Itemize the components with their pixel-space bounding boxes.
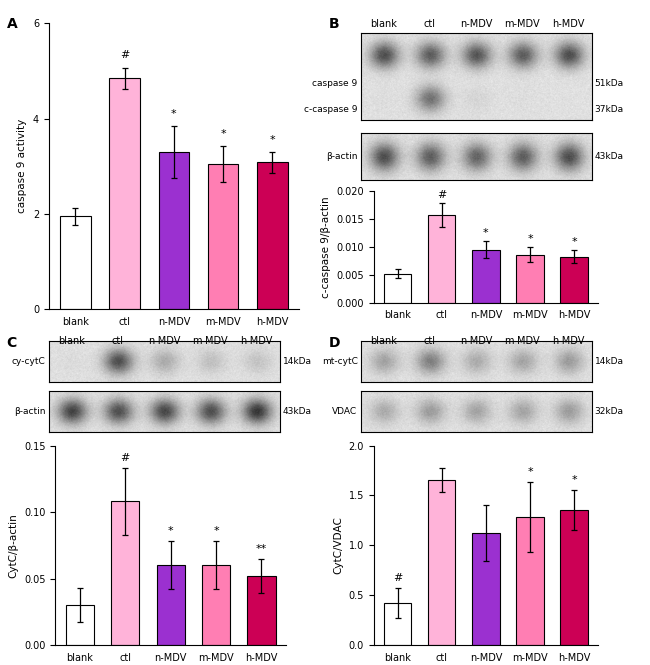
Text: 14kDa: 14kDa bbox=[283, 357, 312, 366]
Text: 37kDa: 37kDa bbox=[595, 105, 624, 114]
Text: C: C bbox=[6, 336, 17, 350]
Bar bbox=[428, 215, 456, 303]
Text: *: * bbox=[527, 467, 533, 477]
Text: *: * bbox=[213, 526, 219, 536]
Text: ctl: ctl bbox=[424, 19, 436, 29]
Bar bbox=[248, 576, 276, 645]
Text: *: * bbox=[168, 526, 174, 536]
Text: c-caspase 9: c-caspase 9 bbox=[304, 105, 358, 114]
Text: n-MDV: n-MDV bbox=[460, 19, 492, 29]
Text: 32kDa: 32kDa bbox=[595, 407, 624, 416]
Text: n-MDV: n-MDV bbox=[148, 336, 180, 346]
Text: D: D bbox=[328, 336, 340, 350]
Bar bbox=[111, 501, 139, 645]
Text: mt-cytC: mt-cytC bbox=[322, 357, 358, 366]
Text: 43kDa: 43kDa bbox=[595, 152, 624, 161]
Text: m-MDV: m-MDV bbox=[504, 336, 540, 346]
Bar bbox=[516, 517, 543, 645]
Text: blank: blank bbox=[370, 336, 397, 346]
Bar bbox=[472, 533, 500, 645]
Text: m-MDV: m-MDV bbox=[192, 336, 228, 346]
Text: *: * bbox=[527, 234, 533, 244]
Text: *: * bbox=[171, 108, 177, 118]
Text: 51kDa: 51kDa bbox=[595, 78, 624, 88]
Bar bbox=[428, 480, 456, 645]
Text: h-MDV: h-MDV bbox=[240, 336, 272, 346]
Text: h-MDV: h-MDV bbox=[552, 336, 584, 346]
Bar bbox=[66, 605, 94, 645]
Text: caspase 9: caspase 9 bbox=[312, 78, 358, 88]
Text: β-actin: β-actin bbox=[326, 152, 358, 161]
Bar bbox=[208, 164, 239, 309]
Text: *: * bbox=[571, 475, 577, 485]
Text: blank: blank bbox=[370, 19, 397, 29]
Text: #: # bbox=[120, 453, 130, 464]
Bar bbox=[516, 255, 543, 303]
Bar bbox=[157, 565, 185, 645]
Bar bbox=[472, 249, 500, 303]
Bar bbox=[560, 511, 588, 645]
Bar bbox=[202, 565, 230, 645]
Text: blank: blank bbox=[58, 336, 85, 346]
Bar bbox=[257, 162, 287, 309]
Text: #: # bbox=[437, 190, 447, 200]
Text: β-actin: β-actin bbox=[14, 407, 46, 416]
Y-axis label: caspase 9 activity: caspase 9 activity bbox=[17, 119, 27, 213]
Text: *: * bbox=[483, 228, 489, 238]
Bar bbox=[384, 273, 411, 303]
Text: cy-cytC: cy-cytC bbox=[12, 357, 46, 366]
Text: 43kDa: 43kDa bbox=[283, 407, 312, 416]
Y-axis label: c-caspase 9/β-actin: c-caspase 9/β-actin bbox=[321, 196, 331, 297]
Text: #: # bbox=[120, 51, 129, 61]
Bar bbox=[159, 152, 189, 309]
Text: m-MDV: m-MDV bbox=[504, 19, 540, 29]
Text: ctl: ctl bbox=[424, 336, 436, 346]
Text: VDAC: VDAC bbox=[332, 407, 358, 416]
Text: #: # bbox=[393, 573, 402, 583]
Text: n-MDV: n-MDV bbox=[460, 336, 492, 346]
Bar bbox=[60, 216, 90, 309]
Text: *: * bbox=[571, 237, 577, 247]
Text: 14kDa: 14kDa bbox=[595, 357, 624, 366]
Text: **: ** bbox=[256, 543, 267, 553]
Text: *: * bbox=[220, 128, 226, 138]
Y-axis label: CytC/β-actin: CytC/β-actin bbox=[8, 513, 18, 578]
Text: *: * bbox=[270, 135, 275, 145]
Bar bbox=[560, 257, 588, 303]
Text: h-MDV: h-MDV bbox=[552, 19, 584, 29]
Text: A: A bbox=[6, 17, 18, 31]
Bar bbox=[384, 603, 411, 645]
Text: ctl: ctl bbox=[112, 336, 124, 346]
Y-axis label: CytC/VDAC: CytC/VDAC bbox=[333, 516, 343, 575]
Text: B: B bbox=[328, 17, 339, 31]
Bar bbox=[109, 78, 140, 309]
